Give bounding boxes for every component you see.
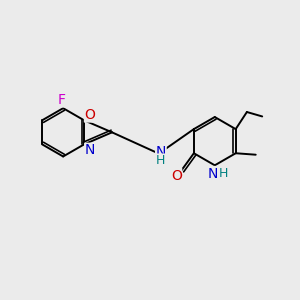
Text: N: N	[156, 145, 166, 159]
Text: N: N	[156, 145, 166, 159]
Text: O: O	[171, 169, 182, 183]
Text: N: N	[208, 167, 218, 181]
Text: F: F	[58, 93, 66, 107]
Text: O: O	[85, 108, 95, 122]
Text: H: H	[156, 154, 166, 167]
Text: N: N	[208, 167, 218, 181]
Text: N: N	[85, 143, 95, 157]
Text: H: H	[219, 167, 228, 180]
Text: F: F	[58, 93, 66, 107]
Text: O: O	[171, 169, 182, 183]
Text: N: N	[85, 143, 95, 157]
Text: O: O	[85, 108, 95, 122]
Text: H: H	[156, 154, 166, 167]
Text: H: H	[219, 167, 228, 180]
